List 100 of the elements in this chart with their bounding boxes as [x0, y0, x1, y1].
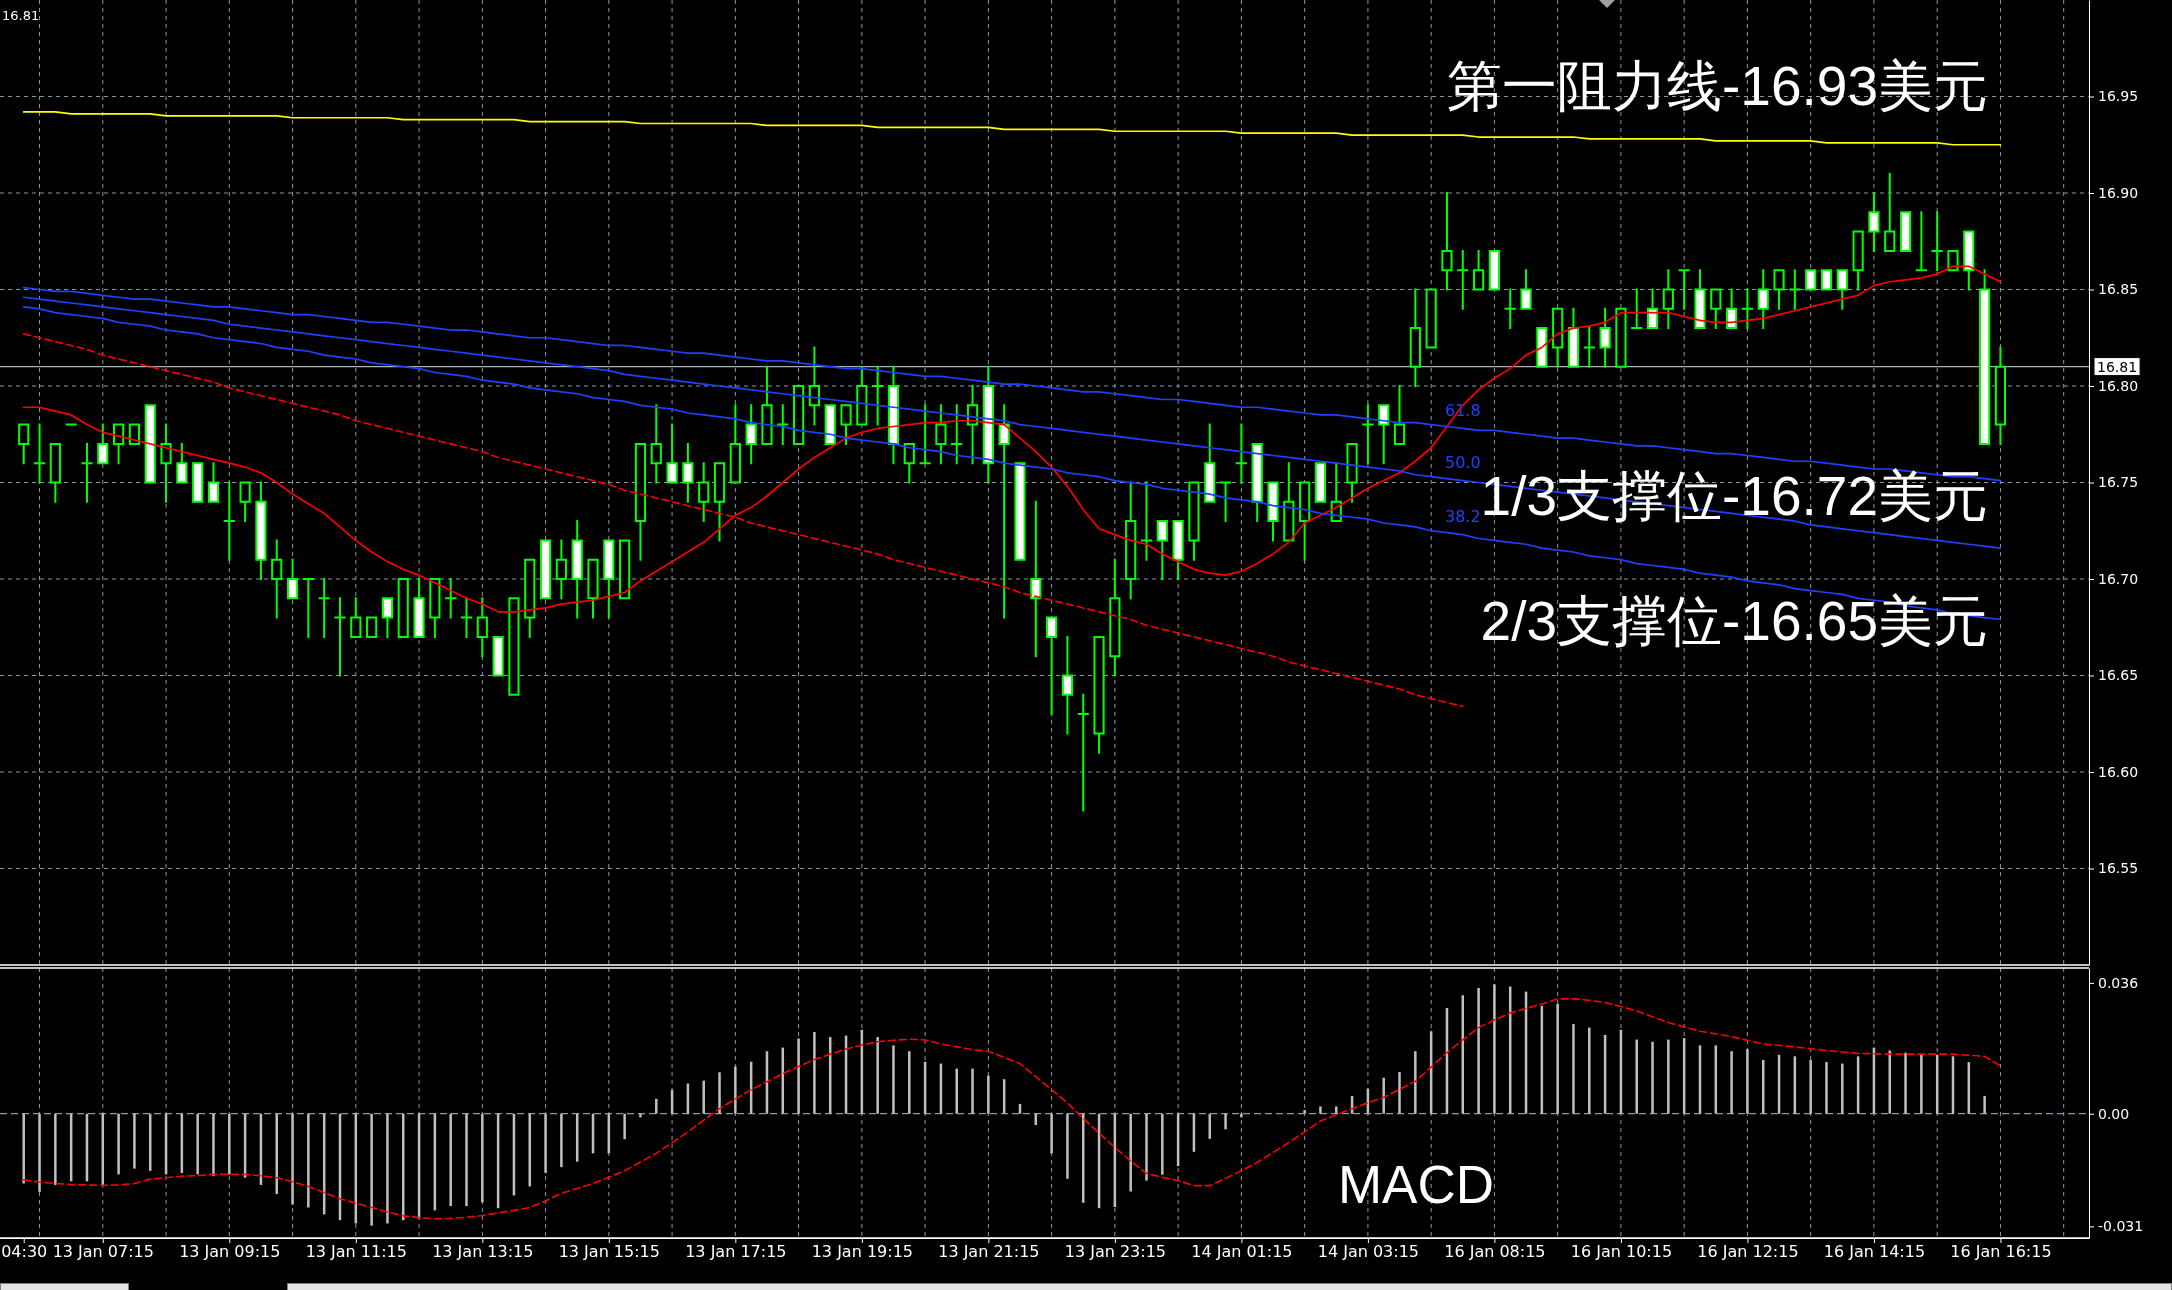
candlestick — [1868, 192, 1880, 252]
candlestick — [286, 558, 299, 600]
bar — [987, 1075, 990, 1114]
bar — [212, 1113, 215, 1177]
candlestick — [176, 442, 188, 484]
candlestick — [998, 404, 1010, 619]
y-tick-label: 16.90 — [2098, 184, 2139, 201]
candlestick — [1393, 385, 1406, 445]
candlestick — [1283, 462, 1295, 542]
y-tick-label: 16.85 — [2098, 281, 2139, 298]
y-tick-label: 16.60 — [2098, 763, 2139, 780]
candlestick — [207, 462, 220, 503]
candlestick — [1172, 520, 1184, 580]
y-tick-label: 16.55 — [2098, 860, 2139, 877]
ref-line-label: 16.81 — [2097, 358, 2138, 375]
candlestick — [1884, 172, 1896, 252]
candlestick — [698, 462, 710, 523]
candlestick — [824, 404, 836, 445]
bar — [813, 1031, 816, 1114]
bar — [465, 1113, 468, 1207]
line-series — [22, 111, 2002, 146]
bar — [955, 1068, 958, 1114]
candlestick — [1583, 327, 1595, 368]
candlestick — [160, 423, 172, 503]
bar — [275, 1113, 278, 1195]
bar — [1809, 1059, 1812, 1114]
candlestick — [729, 404, 741, 484]
candlestick — [492, 635, 504, 677]
candlestick — [682, 442, 694, 503]
candlestick — [777, 404, 789, 445]
candlestick — [1425, 288, 1437, 349]
x-tick-label: 13 Jan 17:15 — [685, 1242, 787, 1262]
x-tick-label: 16 Jan 10:15 — [1570, 1242, 1673, 1262]
candlestick — [587, 558, 599, 619]
candlestick — [1979, 269, 1991, 445]
candlestick — [1077, 693, 1089, 812]
bar — [1651, 1041, 1654, 1114]
bar — [1493, 984, 1496, 1114]
bar — [1841, 1063, 1844, 1114]
candlestick — [255, 481, 267, 580]
bar — [196, 1113, 199, 1175]
candlestick — [144, 404, 156, 484]
y-tick-label: -0.031 — [2098, 1218, 2144, 1235]
candlestick — [413, 578, 425, 638]
candlestick — [381, 597, 394, 638]
candlestick — [856, 365, 868, 426]
candlestick — [366, 616, 378, 638]
bar — [797, 1038, 800, 1114]
candlestick — [1773, 269, 1785, 310]
bar — [1303, 1110, 1306, 1114]
candlestick — [1836, 269, 1848, 310]
candlestick — [1188, 481, 1200, 561]
bar — [1983, 1095, 1986, 1114]
bar — [702, 1080, 705, 1114]
candlestick — [1156, 520, 1168, 580]
candlestick — [1061, 635, 1074, 735]
bar — [1888, 1050, 1891, 1114]
candlestick — [840, 404, 852, 445]
candlestick — [713, 462, 726, 542]
bar — [22, 1113, 25, 1184]
candlestick — [1599, 307, 1611, 368]
bar — [386, 1113, 389, 1224]
candlestick — [49, 442, 61, 503]
bar — [1920, 1054, 1923, 1114]
candlestick — [1125, 481, 1137, 600]
bar — [38, 1113, 41, 1192]
candlestick — [1789, 269, 1801, 310]
candlestick — [334, 597, 346, 677]
bar — [1398, 1071, 1401, 1114]
y-tick-label: 16.80 — [2098, 377, 2139, 394]
bar — [449, 1113, 452, 1207]
bar — [1224, 1113, 1227, 1130]
candlestick — [397, 578, 409, 638]
candlestick — [1299, 481, 1311, 561]
candlestick — [1204, 423, 1216, 503]
candlestick — [18, 423, 30, 465]
bar — [402, 1113, 405, 1221]
candlestick — [634, 442, 647, 561]
candlestick — [571, 520, 583, 619]
candlestick — [793, 385, 805, 445]
candlestick — [1409, 288, 1421, 387]
bar — [876, 1037, 879, 1114]
x-tick-label: 13 Jan 09:15 — [179, 1242, 281, 1262]
x-tick-label: 16 Jan 16:15 — [1950, 1242, 2052, 1262]
candlestick — [1536, 327, 1548, 368]
x-tick-label: 14 Jan 03:15 — [1317, 1242, 1420, 1262]
candlestick — [524, 558, 536, 638]
candlestick — [1473, 249, 1485, 291]
candlestick — [903, 442, 915, 484]
bar — [1050, 1113, 1053, 1154]
bar — [1161, 1113, 1164, 1175]
candlestick — [982, 365, 994, 484]
line-series — [22, 296, 2002, 549]
bar — [117, 1113, 120, 1175]
candlestick — [1820, 269, 1833, 291]
x-tick-label: 16 Jan 14:15 — [1823, 1242, 1926, 1262]
candlestick — [1646, 288, 1659, 330]
bar — [1730, 1051, 1733, 1114]
candlestick — [1219, 481, 1232, 523]
bar — [971, 1068, 974, 1114]
